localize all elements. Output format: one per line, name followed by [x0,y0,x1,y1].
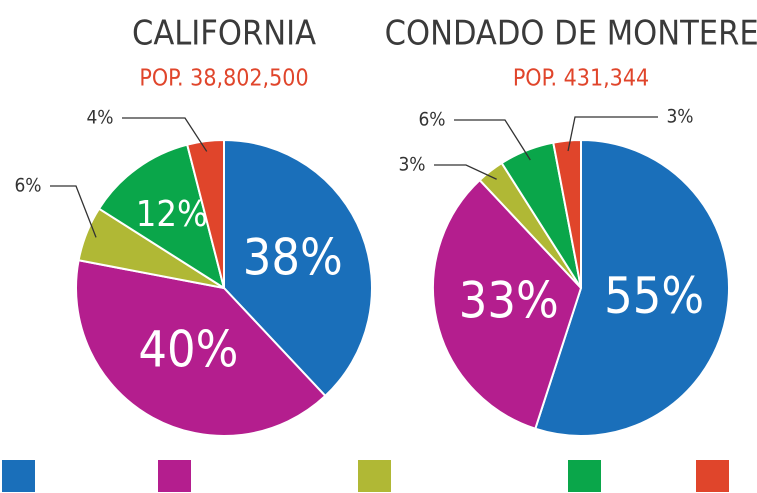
data-label: 55% [604,267,704,325]
chart-subtitle: POP. 431,344 [513,66,649,92]
leader-line [50,185,97,238]
pie-slice [534,138,730,437]
legend-swatch [2,460,35,492]
pie-slice [185,138,225,289]
leader-line [454,119,531,161]
chart-title: CONDADO DE MONTEREY [385,14,757,54]
leader-line [434,164,497,180]
pie-slice [75,259,327,437]
data-label: 12% [136,194,208,235]
legend-swatch [568,460,601,492]
pie-slice [97,143,226,291]
data-label: 6% [14,175,41,197]
pie-slice [552,138,582,289]
legend-swatch [696,460,729,492]
chart-subtitle: POP. 38,802,500 [139,66,308,92]
pie-slice [432,178,583,431]
data-label: 33% [459,272,559,330]
data-label: 3% [398,154,425,176]
data-label: 38% [243,228,343,286]
pie-slice [223,138,373,398]
leader-line [567,116,658,152]
data-label: 40% [138,320,238,378]
data-label: 4% [86,107,113,129]
leader-line [122,117,208,152]
chart-title: CALIFORNIA [132,14,316,54]
data-label: 6% [418,109,445,131]
legend-swatch [158,460,191,492]
legend-swatch [358,460,391,492]
data-label: 3% [666,106,693,128]
